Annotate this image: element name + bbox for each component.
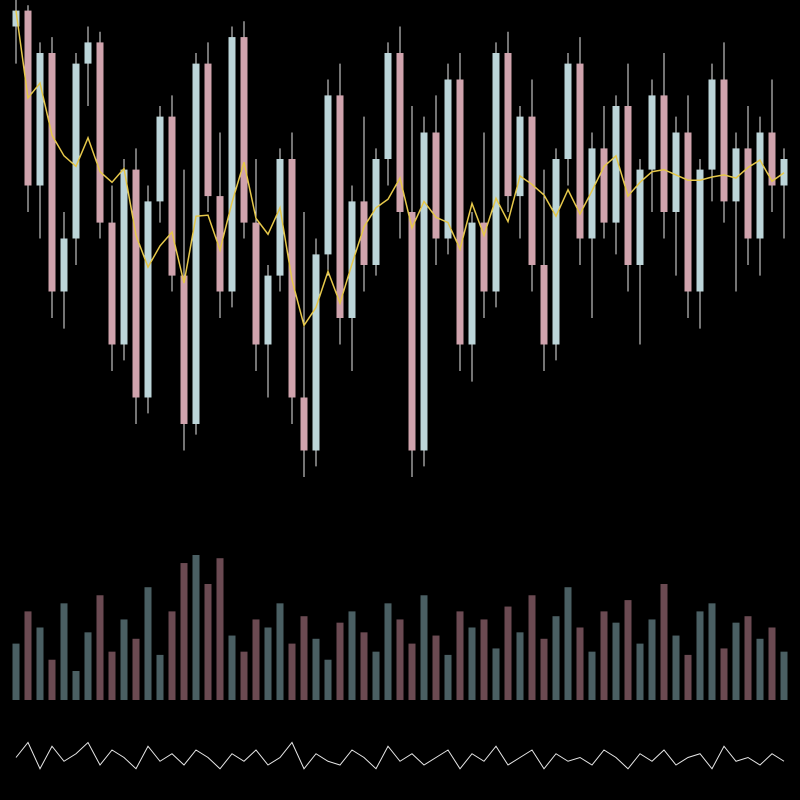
candlestick-chart	[0, 0, 800, 800]
